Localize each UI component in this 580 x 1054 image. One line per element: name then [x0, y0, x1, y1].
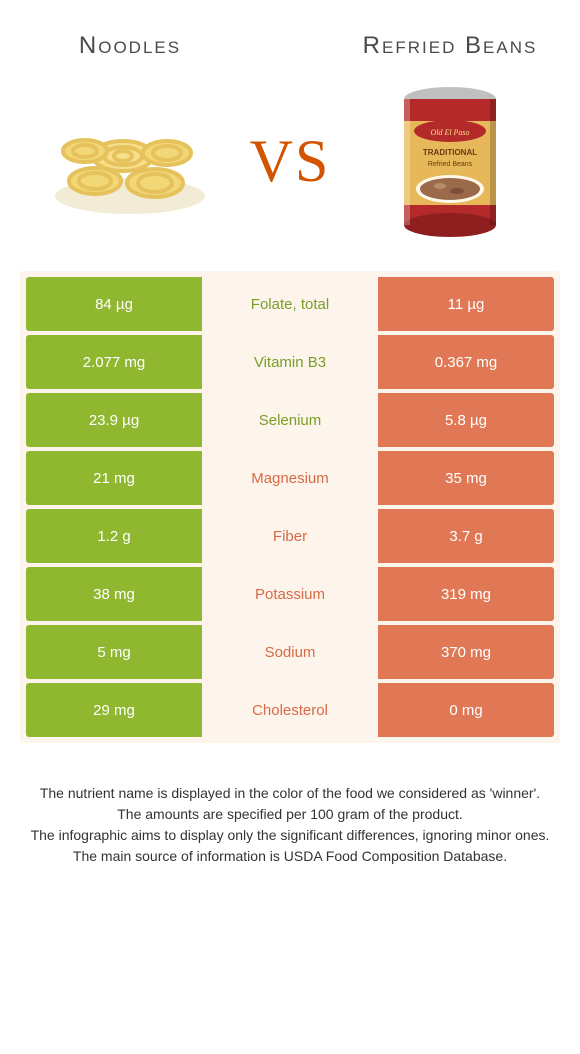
left-value: 21 mg	[26, 451, 202, 505]
table-row: 38 mgPotassium319 mg	[26, 567, 554, 621]
right-value: 370 mg	[378, 625, 554, 679]
table-row: 5 mgSodium370 mg	[26, 625, 554, 679]
table-row: 23.9 µgSelenium5.8 µg	[26, 393, 554, 447]
table-row: 1.2 gFiber3.7 g	[26, 509, 554, 563]
comparison-table: 84 µgFolate, total11 µg2.077 mgVitamin B…	[20, 271, 560, 743]
left-value: 29 mg	[26, 683, 202, 737]
infographic: Noodles Refried Beans	[0, 0, 580, 887]
table-row: 84 µgFolate, total11 µg	[26, 277, 554, 331]
can-icon: Old El Paso TRADITIONAL Refried Beans	[385, 81, 515, 241]
title-right: Refried Beans	[340, 30, 560, 61]
right-value: 5.8 µg	[378, 393, 554, 447]
right-value: 11 µg	[378, 277, 554, 331]
title-left: Noodles	[20, 30, 240, 61]
left-value: 2.077 mg	[26, 335, 202, 389]
nutrient-label: Folate, total	[202, 277, 378, 331]
table-row: 21 mgMagnesium35 mg	[26, 451, 554, 505]
nutrient-label: Vitamin B3	[202, 335, 378, 389]
left-value: 1.2 g	[26, 509, 202, 563]
footer-line-2: The amounts are specified per 100 gram o…	[18, 804, 562, 825]
vs-label: VS	[240, 127, 341, 196]
right-value: 319 mg	[378, 567, 554, 621]
noodles-icon	[45, 101, 215, 221]
right-value: 3.7 g	[378, 509, 554, 563]
footer-line-3: The infographic aims to display only the…	[18, 825, 562, 846]
nutrient-label: Fiber	[202, 509, 378, 563]
svg-text:Refried Beans: Refried Beans	[428, 161, 473, 168]
right-value: 35 mg	[378, 451, 554, 505]
footer-line-1: The nutrient name is displayed in the co…	[18, 783, 562, 804]
nutrient-label: Sodium	[202, 625, 378, 679]
left-value: 84 µg	[26, 277, 202, 331]
beans-image: Old El Paso TRADITIONAL Refried Beans	[340, 81, 560, 241]
nutrient-label: Potassium	[202, 567, 378, 621]
svg-text:Old El Paso: Old El Paso	[431, 128, 470, 137]
left-value: 5 mg	[26, 625, 202, 679]
nutrient-label: Magnesium	[202, 451, 378, 505]
left-value: 23.9 µg	[26, 393, 202, 447]
title-row: Noodles Refried Beans	[0, 0, 580, 71]
nutrient-label: Selenium	[202, 393, 378, 447]
svg-text:TRADITIONAL: TRADITIONAL	[423, 148, 477, 157]
table-row: 29 mgCholesterol0 mg	[26, 683, 554, 737]
noodles-image	[20, 101, 240, 221]
footer-line-4: The main source of information is USDA F…	[18, 846, 562, 867]
footer-text: The nutrient name is displayed in the co…	[0, 743, 580, 887]
hero-row: VS Old El Paso TRADITIONAL Refried Beans	[0, 71, 580, 271]
right-value: 0 mg	[378, 683, 554, 737]
table-row: 2.077 mgVitamin B30.367 mg	[26, 335, 554, 389]
nutrient-label: Cholesterol	[202, 683, 378, 737]
left-value: 38 mg	[26, 567, 202, 621]
right-value: 0.367 mg	[378, 335, 554, 389]
